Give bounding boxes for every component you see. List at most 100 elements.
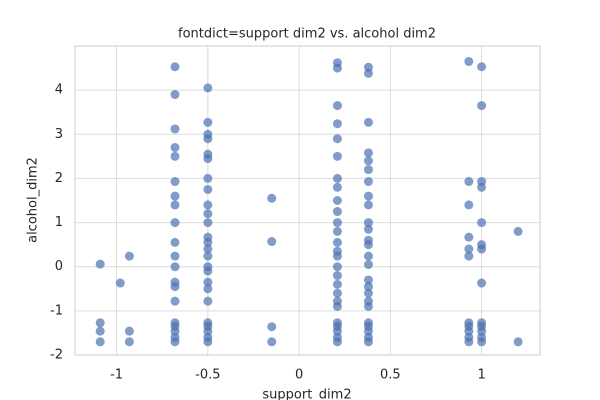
point bbox=[170, 237, 180, 247]
point bbox=[203, 209, 213, 219]
y-tick-label: 1 bbox=[55, 215, 63, 230]
point bbox=[363, 337, 373, 347]
point bbox=[203, 154, 213, 164]
point bbox=[203, 200, 213, 210]
point bbox=[332, 262, 342, 272]
y-tick-label: 2 bbox=[55, 171, 63, 186]
point bbox=[170, 177, 180, 187]
point bbox=[170, 262, 180, 272]
point bbox=[124, 337, 134, 347]
point bbox=[124, 251, 134, 261]
point bbox=[477, 182, 487, 192]
point bbox=[203, 184, 213, 194]
y-tick-label: -2 bbox=[50, 348, 63, 363]
point bbox=[267, 193, 277, 203]
point bbox=[203, 134, 213, 144]
point bbox=[464, 251, 474, 261]
point bbox=[203, 218, 213, 228]
y-tick-label: -1 bbox=[50, 303, 63, 318]
point bbox=[203, 296, 213, 306]
y-tick-label: 4 bbox=[55, 83, 63, 98]
point bbox=[363, 326, 373, 336]
point bbox=[363, 275, 373, 285]
point bbox=[513, 226, 523, 236]
point bbox=[332, 119, 342, 129]
point bbox=[203, 326, 213, 336]
point bbox=[203, 173, 213, 183]
point bbox=[332, 173, 342, 183]
point bbox=[95, 318, 105, 328]
point bbox=[363, 148, 373, 158]
point bbox=[332, 271, 342, 281]
point bbox=[95, 326, 105, 336]
x-axis-label: support_dim2 bbox=[262, 388, 351, 400]
point bbox=[170, 143, 180, 153]
point bbox=[513, 337, 523, 347]
point bbox=[464, 337, 474, 347]
point bbox=[170, 62, 180, 72]
point bbox=[170, 191, 180, 201]
point bbox=[124, 326, 134, 336]
point bbox=[170, 296, 180, 306]
point bbox=[332, 207, 342, 217]
plot-frame bbox=[74, 45, 541, 356]
point bbox=[332, 196, 342, 205]
point bbox=[170, 337, 180, 347]
point bbox=[170, 218, 180, 228]
point bbox=[363, 117, 373, 127]
point bbox=[464, 56, 474, 66]
point bbox=[363, 68, 373, 78]
point bbox=[95, 259, 105, 269]
point bbox=[332, 301, 342, 311]
point bbox=[267, 322, 277, 332]
point bbox=[203, 277, 213, 287]
chart-title: fontdict=support dim2 vs. alcohol dim2 bbox=[178, 27, 436, 42]
point bbox=[267, 337, 277, 347]
point bbox=[203, 237, 213, 247]
point bbox=[363, 260, 373, 270]
x-tick-label: 0 bbox=[295, 368, 303, 383]
point bbox=[363, 177, 373, 187]
point bbox=[477, 218, 487, 228]
point bbox=[332, 279, 342, 289]
point bbox=[170, 326, 180, 336]
point bbox=[95, 337, 105, 347]
point bbox=[363, 282, 373, 292]
y-tick-label: 0 bbox=[55, 259, 63, 274]
point bbox=[477, 101, 487, 111]
point bbox=[477, 244, 487, 254]
point bbox=[332, 337, 342, 347]
point bbox=[332, 326, 342, 336]
point bbox=[332, 288, 342, 298]
point bbox=[332, 182, 342, 192]
x-tick-label: -1 bbox=[110, 368, 123, 383]
point bbox=[332, 63, 342, 73]
point bbox=[267, 237, 277, 247]
point bbox=[203, 266, 213, 276]
point bbox=[363, 156, 373, 166]
point bbox=[332, 226, 342, 236]
point bbox=[477, 326, 487, 336]
point bbox=[170, 200, 180, 210]
point bbox=[332, 134, 342, 144]
point bbox=[170, 251, 180, 261]
x-tick-label: 0.5 bbox=[380, 368, 401, 383]
point bbox=[464, 232, 474, 242]
point bbox=[115, 278, 125, 288]
point bbox=[332, 218, 342, 228]
point bbox=[363, 301, 373, 311]
point bbox=[203, 83, 213, 93]
point bbox=[203, 337, 213, 347]
point bbox=[464, 326, 474, 336]
point bbox=[363, 200, 373, 210]
point bbox=[170, 282, 180, 292]
y-tick-label: 3 bbox=[55, 127, 63, 142]
point bbox=[363, 191, 373, 201]
point bbox=[332, 101, 342, 111]
point bbox=[477, 337, 487, 347]
point bbox=[363, 62, 373, 72]
point bbox=[332, 151, 342, 161]
point bbox=[477, 62, 487, 72]
point bbox=[203, 117, 213, 127]
